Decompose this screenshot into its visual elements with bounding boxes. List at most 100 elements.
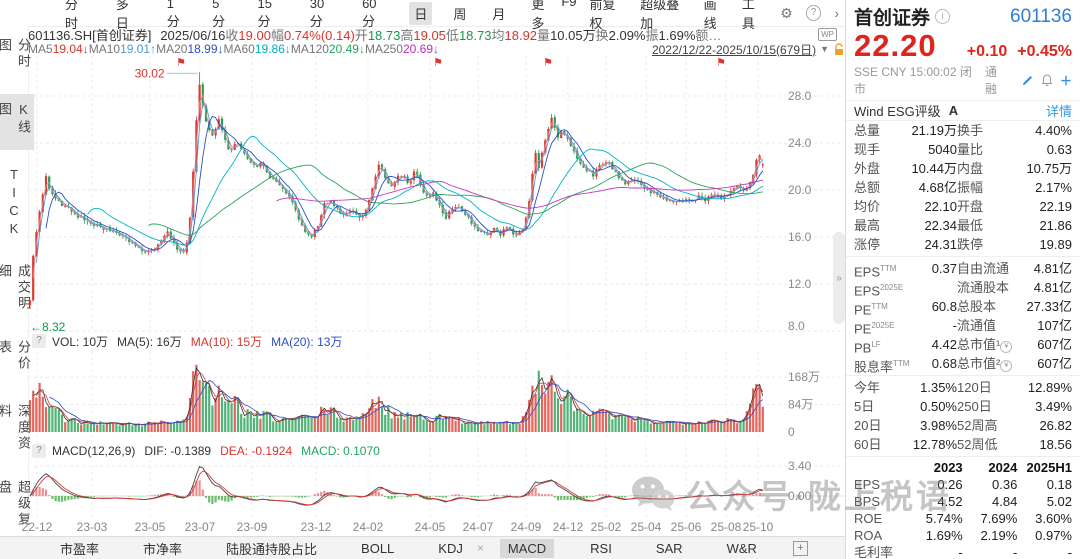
quote-field: 均 xyxy=(491,27,505,43)
help-icon[interactable]: ? xyxy=(32,444,46,458)
valuation-label: 总市值¹ ¥ xyxy=(957,335,1019,354)
quote-label: 开盘 xyxy=(957,199,984,214)
help-icon[interactable]: ? xyxy=(805,5,822,21)
sidebar-item-分价表[interactable]: 分价表 xyxy=(0,340,31,373)
svg-text:⚑: ⚑ xyxy=(176,57,186,69)
performance-label: 5日 xyxy=(854,399,875,414)
ma-value: MA10 xyxy=(88,42,121,56)
fin-cell: 4.84 xyxy=(992,494,1018,509)
fin-table-row: EPS 0.26 0.36 0.18 xyxy=(854,476,1072,493)
sidebar-item-深度资料[interactable]: 深度资料 xyxy=(0,403,31,452)
macd-chart[interactable]: 3.40 0.00 xyxy=(28,442,845,519)
time-axis-label: 24-05 xyxy=(414,520,446,534)
indicator-tab-RSI[interactable]: RSI xyxy=(590,540,612,556)
time-axis-label: 24-02 xyxy=(352,520,384,534)
performance-value: 1.35% xyxy=(920,380,957,395)
macd-value: MACD(12,26,9) xyxy=(52,444,136,458)
quote-field: 额 xyxy=(695,27,709,43)
ma-value: MA120 xyxy=(290,42,329,56)
indicator-tab-bar: 市盈率 市净率 陆股通持股占比 BOLL KDJ × MACD RSI SAR W&R + xyxy=(0,536,845,559)
sidebar-item-K线图[interactable]: K线图 xyxy=(0,93,34,150)
esg-label: Wind ESG评级 xyxy=(854,104,941,119)
ma-values: MA519.04↓MA1019.01↑MA2018.99↓MA6019.86↓M… xyxy=(28,42,439,56)
candlestick-chart[interactable]: 28.0 24.0 20.0 16.0 12.0 8.0 30.02 ←8.32 ⚑ ⚑ ⚑ ⚑ xyxy=(28,56,845,333)
indicator-tab-KDJ[interactable]: KDJ xyxy=(438,540,463,556)
unlock-icon[interactable] xyxy=(833,42,845,56)
sidebar-item-成交明细[interactable]: 成交明细 xyxy=(0,263,31,312)
quote-field: 18.92 xyxy=(504,27,538,43)
period-tab-15分[interactable]: 15分 xyxy=(257,0,272,29)
sidebar-item-超级复盘[interactable]: 超级复盘 xyxy=(0,480,31,529)
quote-label: 均价 xyxy=(854,199,881,214)
esg-detail-link[interactable]: 详情 xyxy=(1045,104,1072,119)
period-tab-30分[interactable]: 30分 xyxy=(309,0,325,29)
help-icon[interactable]: ? xyxy=(32,334,46,348)
quote-label: 最高 xyxy=(854,218,881,233)
fin-table-header: 2023 2024 2025H1 xyxy=(854,459,1072,476)
fin-cell: 5.74% xyxy=(925,511,963,526)
date-range-selector[interactable]: 2022/12/22-2025/10/15(679日) xyxy=(651,42,817,57)
toolbar-button[interactable]: 画线 xyxy=(703,0,717,31)
period-tab-多日[interactable]: 多日 xyxy=(115,0,129,31)
chevron-right-icon[interactable]: › xyxy=(834,5,839,21)
edit-icon[interactable] xyxy=(1022,74,1034,86)
wp-window-icon[interactable]: WP xyxy=(818,27,837,41)
indicator-tab-MACD[interactable]: MACD xyxy=(499,538,555,558)
valuation-label: EPSTTM xyxy=(854,264,897,280)
toolbar-button[interactable]: 工具 xyxy=(741,0,755,31)
period-tab-月[interactable]: 月 xyxy=(492,6,506,22)
quote-info-values: 601136.SH[首创证券] 2025/06/16收19.00幅0.74%(0.… xyxy=(28,25,721,44)
quote-grid: 总量 21.19万 换手 4.40% 现手 5040 量比 0.63 外盘 10.44万 内盘 10.… xyxy=(846,121,1080,254)
vol-value: VOL: 10万 xyxy=(52,334,109,349)
quote-field: 19.05 xyxy=(413,27,446,43)
sidebar-item-分时图[interactable]: 分时图 xyxy=(0,38,31,70)
period-tab-1分[interactable]: 1分 xyxy=(166,0,180,29)
svg-text:0.00: 0.00 xyxy=(788,489,812,503)
toolbar-button[interactable]: F9 xyxy=(561,0,577,9)
toolbar-button[interactable]: 前复权 xyxy=(589,0,616,31)
fin-table-row: 毛利率 - - - xyxy=(854,544,1072,559)
quote-label: 跌停 xyxy=(957,237,984,252)
panel-collapse-handle[interactable]: » xyxy=(833,232,845,324)
close-icon[interactable]: × xyxy=(476,541,484,555)
quote-field: 10.05万 xyxy=(550,27,596,43)
chevron-down-icon[interactable]: ▼ xyxy=(820,44,829,54)
quote-label: 涨停 xyxy=(854,237,881,252)
indicator-tab-陆股通持股占比[interactable]: 陆股通持股占比 xyxy=(226,541,318,557)
add-to-watchlist-icon[interactable]: ＋ xyxy=(1059,73,1072,88)
period-tab-5分[interactable]: 5分 xyxy=(212,0,226,29)
sidebar-item-TICK[interactable]: TICK xyxy=(6,166,22,239)
time-axis-label: 25-02 xyxy=(590,520,622,534)
gear-icon[interactable]: ⚙ xyxy=(780,5,793,21)
period-tab-更多[interactable]: 更多 xyxy=(531,0,545,31)
quote-value: 2.17% xyxy=(1035,180,1072,195)
add-indicator-button[interactable]: + xyxy=(792,540,808,556)
indicator-tab-BOLL[interactable]: BOLL xyxy=(361,540,395,556)
fin-cell: 2025H1 xyxy=(1026,460,1072,475)
info-icon[interactable]: i xyxy=(935,9,951,24)
indicator-tab-SAR[interactable]: SAR xyxy=(655,540,683,556)
period-tab-日[interactable]: 日 xyxy=(409,1,433,25)
period-tab-分时[interactable]: 分时 xyxy=(65,0,79,31)
fin-table-row: ROA 1.69% 2.19% 0.97% xyxy=(854,527,1072,544)
indicator-tab-市盈率[interactable]: 市盈率 xyxy=(60,541,100,557)
time-axis-label: 22-12 xyxy=(21,520,53,534)
fin-cell: 0.26 xyxy=(937,477,963,492)
ma-value: 19.86↓ xyxy=(254,42,291,56)
svg-text:8.0: 8.0 xyxy=(788,319,805,333)
valuation-label: EPS2025E xyxy=(854,283,904,299)
volume-chart[interactable]: 168万 84万 0 xyxy=(28,351,845,442)
bell-icon[interactable] xyxy=(1041,74,1053,86)
indicator-tab-市净率[interactable]: 市净率 xyxy=(143,541,183,557)
performance-value: 3.49% xyxy=(1035,399,1072,414)
period-tab-周[interactable]: 周 xyxy=(453,6,467,22)
indicator-tab-W&R[interactable]: W&R xyxy=(726,540,757,556)
valuation-label: 流通股本 xyxy=(957,280,1010,295)
quote-value: 5040 xyxy=(928,142,957,157)
period-tab-60分[interactable]: 60分 xyxy=(362,0,377,29)
toolbar-button[interactable]: 超级叠加 xyxy=(640,0,680,31)
ma-value: 20.49↓ xyxy=(328,42,365,56)
fin-cell: 5.02 xyxy=(1046,494,1072,509)
time-axis-label: 24-09 xyxy=(510,520,542,534)
volume-header: ? VOL: 10万 MA(5): 16万 MA(10): 15万 MA(20): 13… xyxy=(32,333,342,349)
